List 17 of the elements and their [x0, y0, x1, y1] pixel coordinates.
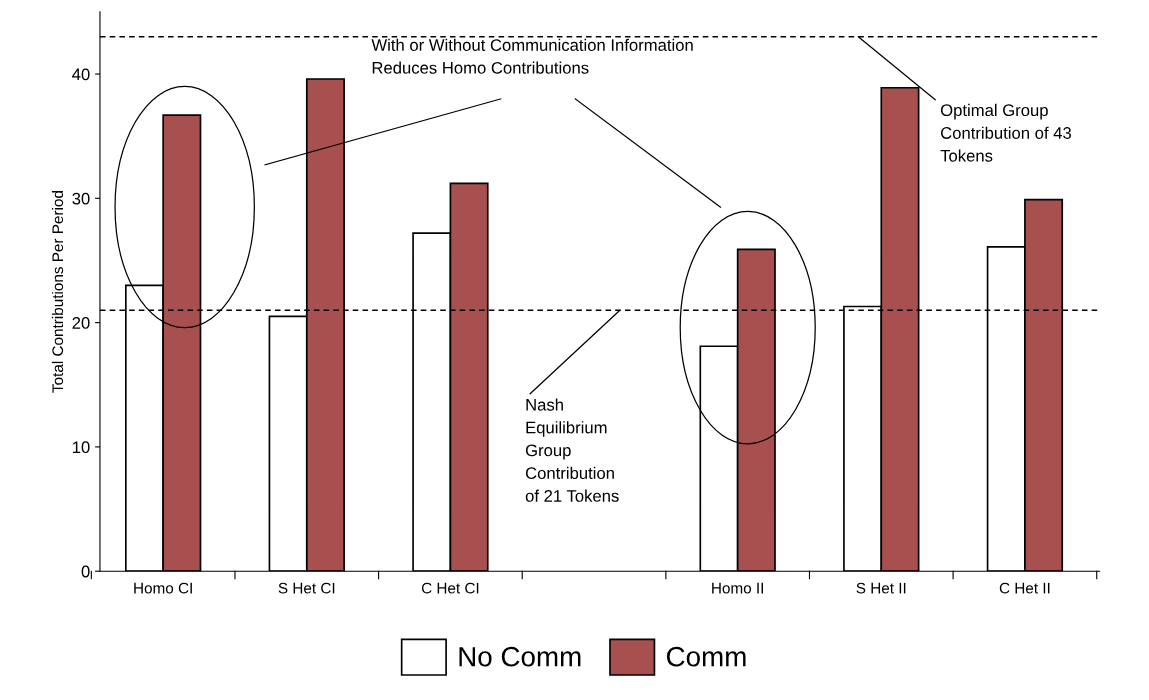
- ref-line-label: Nash Equilibrium Group Contribution of 21 Tokens: [525, 398, 619, 502]
- y-tick-label: 40: [72, 68, 90, 81]
- x-tick-label: Homo II: [712, 582, 763, 594]
- annotation: With or Without Communication Information Reduces Homo Contributions: [371, 38, 693, 74]
- y-tick-label: 20: [72, 317, 90, 329]
- legend-label: No Comm: [459, 646, 581, 667]
- x-tick-label: S Het CI: [278, 582, 335, 594]
- x-tick-label: C Het II: [999, 582, 1050, 594]
- x-tick-label: C Het CI: [421, 582, 479, 594]
- ref-line-label: Optimal Group Contribution of 43 Tokens: [940, 103, 1071, 162]
- legend-label: Comm: [666, 646, 746, 667]
- y-tick-label: 0: [81, 565, 90, 578]
- y-tick-label: 10: [72, 441, 90, 454]
- y-axis-title: Total Contributions Per Period: [51, 191, 64, 393]
- y-tick-label: 30: [72, 192, 90, 205]
- x-tick-label: S Het II: [856, 582, 906, 594]
- x-tick-label: Homo CI: [134, 582, 192, 594]
